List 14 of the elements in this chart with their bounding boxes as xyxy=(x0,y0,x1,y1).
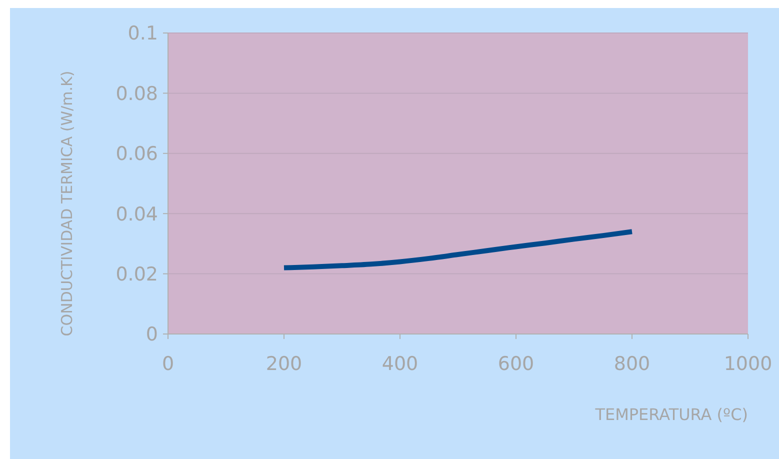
x-axis-title: TEMPERATURA (ºC) xyxy=(594,405,748,424)
y-tick-label: 0.02 xyxy=(116,263,158,286)
y-tick-label: 0 xyxy=(146,324,158,346)
y-tick-label: 0.1 xyxy=(128,22,158,45)
x-tick-label: 400 xyxy=(382,353,418,375)
x-tick-label: 200 xyxy=(266,353,302,375)
y-tick-label: 0.08 xyxy=(116,82,158,105)
x-tick-label: 800 xyxy=(614,353,650,375)
y-tick-label: 0.04 xyxy=(116,203,158,226)
x-tick-label: 0 xyxy=(162,353,174,375)
x-tick-label: 1000 xyxy=(724,353,772,375)
y-tick-label: 0.06 xyxy=(116,143,158,166)
y-axis-title: CONDUCTIVIDAD TERMICA (W/m.K) xyxy=(58,70,76,336)
x-tick-label: 600 xyxy=(498,353,534,375)
